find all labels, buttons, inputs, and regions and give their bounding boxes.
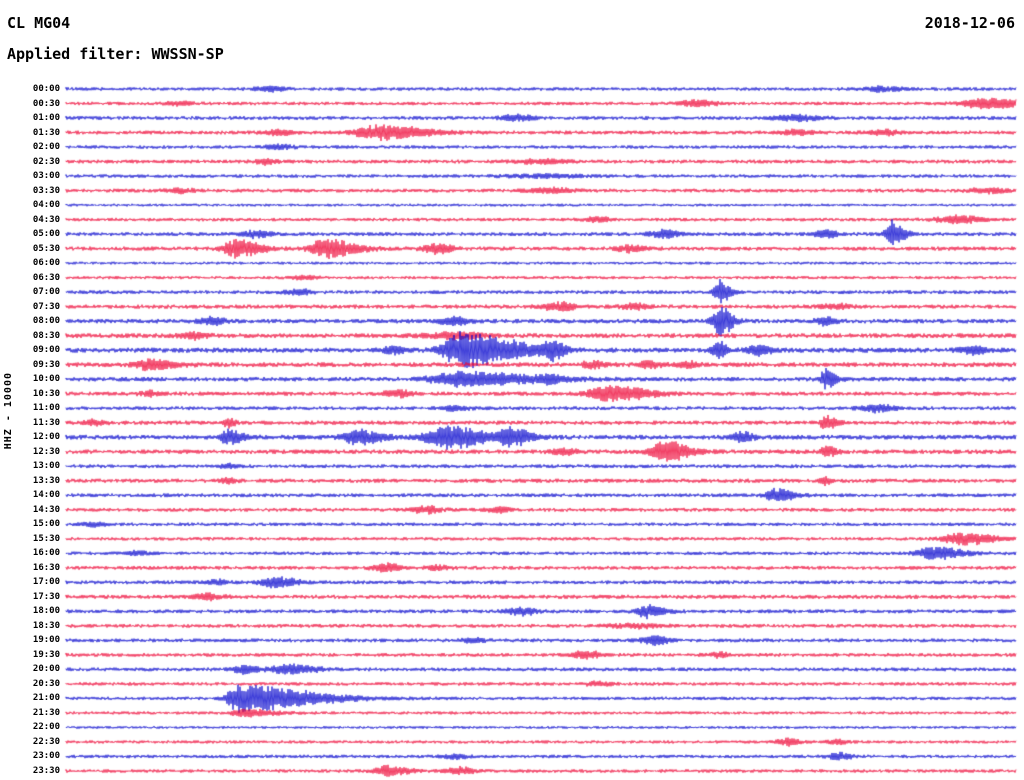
time-label: 07:30 [32, 301, 60, 312]
time-label: 08:00 [32, 316, 60, 327]
time-label: 10:00 [32, 374, 60, 385]
time-label: 11:00 [32, 403, 60, 414]
time-label: 06:30 [32, 272, 60, 283]
time-label: 04:30 [32, 214, 60, 225]
time-label: 15:00 [32, 519, 60, 530]
time-label: 16:30 [32, 562, 60, 573]
time-label: 13:30 [32, 475, 60, 486]
time-label: 02:30 [32, 156, 60, 167]
time-label: 17:30 [32, 591, 60, 602]
time-label: 00:30 [32, 98, 60, 109]
time-label: 18:00 [32, 606, 60, 617]
time-label: 23:30 [32, 765, 60, 776]
filter-label: Applied filter: WWSSN-SP [7, 45, 224, 63]
time-label: 03:30 [32, 185, 60, 196]
time-label: 14:00 [32, 490, 60, 501]
time-label: 11:30 [32, 417, 60, 428]
time-label: 15:30 [32, 533, 60, 544]
time-label: 19:00 [32, 635, 60, 646]
time-label: 20:30 [32, 678, 60, 689]
time-label: 01:00 [32, 113, 60, 124]
time-label: 21:30 [32, 707, 60, 718]
time-label: 23:00 [32, 751, 60, 762]
time-label: 04:00 [32, 200, 60, 211]
time-label: 00:00 [32, 84, 60, 94]
time-label: 05:00 [32, 229, 60, 240]
time-label: 19:30 [32, 649, 60, 660]
time-label: 20:00 [32, 664, 60, 675]
time-label: 22:30 [32, 736, 60, 747]
time-label: 08:30 [32, 330, 60, 341]
time-label: 10:30 [32, 388, 60, 399]
time-label: 09:00 [32, 345, 60, 356]
time-label: 21:00 [32, 693, 60, 704]
time-label: 02:00 [32, 142, 60, 153]
time-label: 09:30 [32, 359, 60, 370]
station-label: CL MG04 [7, 14, 71, 32]
time-label: 18:30 [32, 620, 60, 631]
time-label: 13:00 [32, 461, 60, 472]
time-label: 03:00 [32, 171, 60, 182]
time-label: 01:30 [32, 127, 60, 138]
time-label: 05:30 [32, 243, 60, 254]
time-label: 17:00 [32, 577, 60, 588]
time-label: 22:00 [32, 722, 60, 733]
time-label: 07:00 [32, 287, 60, 298]
time-label: 16:00 [32, 548, 60, 559]
time-label: 06:00 [32, 258, 60, 269]
time-label: 12:30 [32, 446, 60, 457]
date-label: 2018-12-06 [924, 14, 1015, 32]
time-label: 14:30 [32, 504, 60, 515]
time-label: 12:00 [32, 432, 60, 443]
